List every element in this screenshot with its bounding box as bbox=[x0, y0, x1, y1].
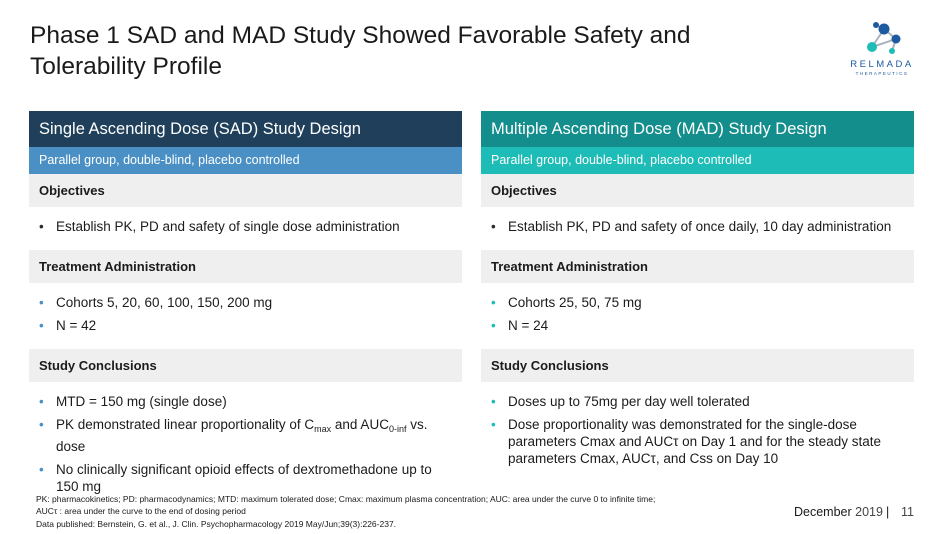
list-item: • Cohorts 5, 20, 60, 100, 150, 200 mg bbox=[39, 294, 448, 311]
list-item: • No clinically significant opioid effec… bbox=[39, 461, 448, 495]
mad-study-panel: Multiple Ascending Dose (MAD) Study Desi… bbox=[481, 111, 914, 482]
bullet-icon: • bbox=[491, 219, 496, 234]
footnote-abbreviations: PK: pharmacokinetics; PD: pharmacodynami… bbox=[36, 494, 656, 504]
mad-objectives-list: • Establish PK, PD and safety of once da… bbox=[481, 207, 914, 250]
bullet-icon: • bbox=[491, 318, 496, 333]
mad-conclusion-proportionality: Dose proportionality was demonstrated fo… bbox=[508, 417, 882, 466]
pk-text-pre: PK demonstrated linear proportionality o… bbox=[56, 417, 315, 432]
mad-subheader: Parallel group, double-blind, placebo co… bbox=[481, 147, 914, 174]
sad-study-panel: Single Ascending Dose (SAD) Study Design… bbox=[29, 111, 462, 510]
mad-conclusions-list: • Doses up to 75mg per day well tolerate… bbox=[481, 382, 914, 482]
list-item: • N = 24 bbox=[491, 317, 900, 334]
mad-conclusions-heading: Study Conclusions bbox=[481, 349, 914, 382]
sad-objectives-list: • Establish PK, PD and safety of single … bbox=[29, 207, 462, 250]
sad-conclusion-mtd: MTD = 150 mg (single dose) bbox=[56, 394, 227, 409]
mad-n-text: N = 24 bbox=[508, 318, 549, 333]
sad-n-text: N = 42 bbox=[56, 318, 97, 333]
mad-objectives-heading: Objectives bbox=[481, 174, 914, 207]
mad-treatment-list: • Cohorts 25, 50, 75 mg • N = 24 bbox=[481, 283, 914, 349]
bullet-icon: • bbox=[491, 295, 496, 310]
sad-treatment-heading: Treatment Administration bbox=[29, 250, 462, 283]
relmada-logo: RELMADA THERAPEUTICS bbox=[838, 17, 926, 81]
sad-header: Single Ascending Dose (SAD) Study Design bbox=[29, 111, 462, 147]
bullet-icon: • bbox=[491, 394, 496, 409]
bullet-icon: • bbox=[39, 295, 44, 310]
footer-separator: | bbox=[886, 505, 890, 519]
sad-conclusions-heading: Study Conclusions bbox=[29, 349, 462, 382]
logo-wordmark: RELMADA bbox=[850, 59, 914, 70]
date-year: 2019 bbox=[855, 505, 883, 519]
slide-title: Phase 1 SAD and MAD Study Showed Favorab… bbox=[30, 22, 691, 80]
mad-objective-text: Establish PK, PD and safety of once dail… bbox=[508, 219, 892, 234]
sad-objective-text: Establish PK, PD and safety of single do… bbox=[56, 219, 400, 234]
bullet-icon: • bbox=[39, 219, 44, 234]
mad-cohorts-text: Cohorts 25, 50, 75 mg bbox=[508, 295, 642, 310]
sad-conclusion-pk: PK demonstrated linear proportionality o… bbox=[56, 417, 427, 454]
pk-text-post: vs. dose bbox=[56, 417, 428, 454]
sad-conclusions-list: • MTD = 150 mg (single dose) • PK demons… bbox=[29, 382, 462, 510]
list-item: • Cohorts 25, 50, 75 mg bbox=[491, 294, 900, 311]
bullet-icon: • bbox=[39, 394, 44, 409]
list-item: • Establish PK, PD and safety of single … bbox=[39, 218, 448, 235]
auc-subscript: 0-inf bbox=[388, 424, 407, 434]
list-item: • Doses up to 75mg per day well tolerate… bbox=[491, 393, 900, 410]
list-item: • MTD = 150 mg (single dose) bbox=[39, 393, 448, 410]
bullet-icon: • bbox=[39, 417, 44, 432]
footnotes: PK: pharmacokinetics; PD: pharmacodynami… bbox=[36, 493, 776, 530]
slide-date: December 2019 bbox=[794, 505, 883, 519]
mad-treatment-heading: Treatment Administration bbox=[481, 250, 914, 283]
sad-conclusion-opioid: No clinically significant opioid effects… bbox=[56, 462, 432, 494]
list-item: • Dose proportionality was demonstrated … bbox=[491, 416, 900, 467]
cmax-subscript: max bbox=[314, 424, 332, 434]
page-number: 11 bbox=[901, 505, 914, 519]
sad-subheader: Parallel group, double-blind, placebo co… bbox=[29, 147, 462, 174]
pk-text-mid: and AUC bbox=[331, 417, 389, 432]
mad-conclusion-tolerated: Doses up to 75mg per day well tolerated bbox=[508, 394, 750, 409]
date-month: December bbox=[794, 505, 852, 519]
bullet-icon: • bbox=[491, 417, 496, 432]
list-item: • PK demonstrated linear proportionality… bbox=[39, 416, 448, 455]
footnote-publication: Data published: Bernstein, G. et al., J.… bbox=[36, 518, 397, 529]
logo-subtitle: THERAPEUTICS bbox=[855, 71, 909, 76]
mad-header: Multiple Ascending Dose (MAD) Study Desi… bbox=[481, 111, 914, 147]
sad-objectives-heading: Objectives bbox=[29, 174, 462, 207]
bullet-icon: • bbox=[39, 318, 44, 333]
footnote-auc-tau: AUCτ : area under the curve to the end o… bbox=[36, 506, 246, 517]
sad-cohorts-text: Cohorts 5, 20, 60, 100, 150, 200 mg bbox=[56, 295, 273, 310]
list-item: • Establish PK, PD and safety of once da… bbox=[491, 218, 900, 235]
molecule-icon bbox=[867, 22, 901, 54]
sad-treatment-list: • Cohorts 5, 20, 60, 100, 150, 200 mg • … bbox=[29, 283, 462, 349]
list-item: • N = 42 bbox=[39, 317, 448, 334]
bullet-icon: • bbox=[39, 462, 44, 477]
